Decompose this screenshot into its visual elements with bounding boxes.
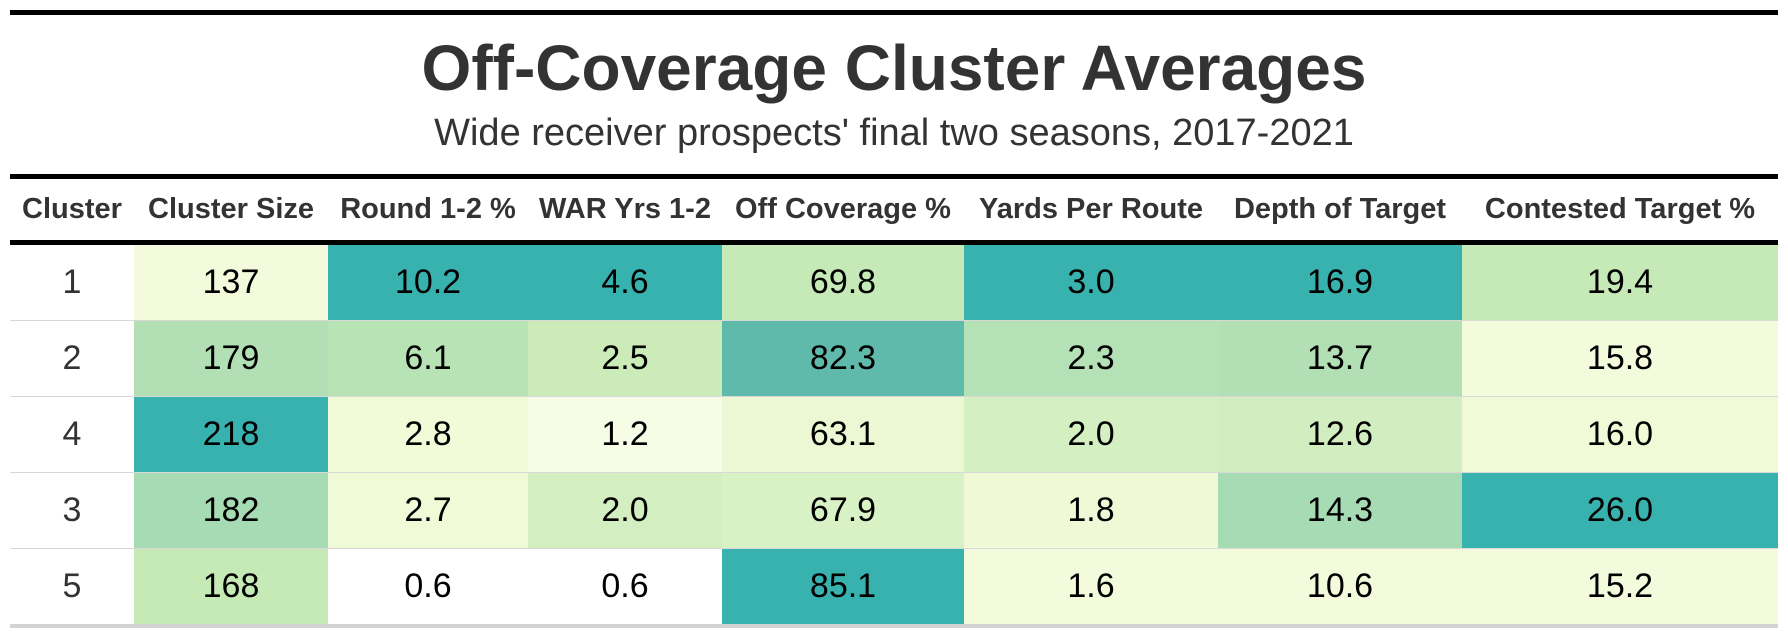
table-row: 1 137 10.2 4.6 69.8 3.0 16.9 19.4 xyxy=(10,242,1778,321)
cluster-id-cell: 3 xyxy=(10,472,134,549)
value-cell: 63.1 xyxy=(722,396,964,473)
value-cell: 6.1 xyxy=(328,320,528,397)
value-cell: 2.8 xyxy=(328,396,528,473)
value-cell: 0.6 xyxy=(528,548,722,628)
table-row: 5 168 0.6 0.6 85.1 1.6 10.6 15.2 xyxy=(10,548,1778,628)
cluster-id-cell: 4 xyxy=(10,396,134,473)
value-cell: 14.3 xyxy=(1218,472,1462,549)
value-cell: 15.8 xyxy=(1462,320,1778,397)
cluster-id-cell: 2 xyxy=(10,320,134,397)
value-cell: 179 xyxy=(134,320,328,397)
top-rule xyxy=(10,10,1778,15)
table-body: 1 137 10.2 4.6 69.8 3.0 16.9 19.4 2 179 6.1 2.5 82.3… xyxy=(10,242,1778,628)
value-cell: 10.6 xyxy=(1218,548,1462,628)
column-header: Cluster Size xyxy=(134,179,328,245)
value-cell: 1.2 xyxy=(528,396,722,473)
table-frame: Off-Coverage Cluster Averages Wide recei… xyxy=(10,10,1778,628)
table-row: 3 182 2.7 2.0 67.9 1.8 14.3 26.0 xyxy=(10,472,1778,549)
header-rule xyxy=(10,174,1778,179)
value-cell: 2.0 xyxy=(964,396,1218,473)
value-cell: 12.6 xyxy=(1218,396,1462,473)
value-cell: 13.7 xyxy=(1218,320,1462,397)
value-cell: 85.1 xyxy=(722,548,964,628)
value-cell: 4.6 xyxy=(528,242,722,321)
value-cell: 3.0 xyxy=(964,242,1218,321)
value-cell: 26.0 xyxy=(1462,472,1778,549)
cluster-id-cell: 1 xyxy=(10,242,134,321)
table-row: 2 179 6.1 2.5 82.3 2.3 13.7 15.8 xyxy=(10,320,1778,397)
value-cell: 15.2 xyxy=(1462,548,1778,628)
value-cell: 2.7 xyxy=(328,472,528,549)
value-cell: 2.3 xyxy=(964,320,1218,397)
value-cell: 182 xyxy=(134,472,328,549)
column-header: Cluster xyxy=(10,179,134,245)
value-cell: 1.8 xyxy=(964,472,1218,549)
value-cell: 168 xyxy=(134,548,328,628)
value-cell: 218 xyxy=(134,396,328,473)
header-row: Cluster Cluster Size Round 1-2 % WAR Yrs… xyxy=(10,179,1778,245)
table-subtitle: Wide receiver prospects' final two seaso… xyxy=(434,112,1354,154)
column-header: Round 1-2 % xyxy=(328,179,528,245)
value-cell: 16.9 xyxy=(1218,242,1462,321)
table-row: 4 218 2.8 1.2 63.1 2.0 12.6 16.0 xyxy=(10,396,1778,473)
value-cell: 16.0 xyxy=(1462,396,1778,473)
table-title: Off-Coverage Cluster Averages xyxy=(421,32,1367,104)
column-header: Contested Target % xyxy=(1462,179,1778,245)
value-cell: 2.0 xyxy=(528,472,722,549)
value-cell: 2.5 xyxy=(528,320,722,397)
value-cell: 1.6 xyxy=(964,548,1218,628)
value-cell: 67.9 xyxy=(722,472,964,549)
cluster-id-cell: 5 xyxy=(10,548,134,628)
value-cell: 137 xyxy=(134,242,328,321)
value-cell: 0.6 xyxy=(328,548,528,628)
column-header: WAR Yrs 1-2 xyxy=(528,179,722,245)
cluster-table: Cluster Cluster Size Round 1-2 % WAR Yrs… xyxy=(10,179,1778,628)
column-header: Depth of Target xyxy=(1218,179,1462,245)
value-cell: 82.3 xyxy=(722,320,964,397)
value-cell: 19.4 xyxy=(1462,242,1778,321)
column-header: Yards Per Route xyxy=(964,179,1218,245)
value-cell: 10.2 xyxy=(328,242,528,321)
value-cell: 69.8 xyxy=(722,242,964,321)
column-header: Off Coverage % xyxy=(722,179,964,245)
